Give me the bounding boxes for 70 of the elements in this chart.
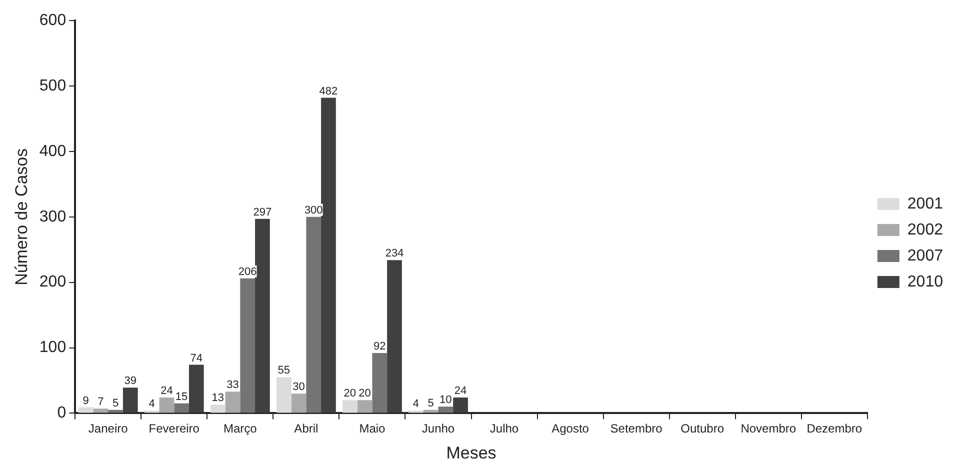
data-label: 4 <box>412 398 420 410</box>
bar <box>321 98 336 413</box>
data-label: 15 <box>175 390 188 403</box>
bar <box>93 408 108 413</box>
data-label: 300 <box>304 204 323 216</box>
bar <box>342 400 358 413</box>
legend-label: 2007 <box>907 247 944 264</box>
y-tick-label: 600 <box>39 12 66 30</box>
data-label: 10 <box>440 394 452 406</box>
bar <box>122 388 138 413</box>
bar <box>159 397 174 413</box>
bar <box>306 216 322 413</box>
data-label: 4 <box>148 398 155 410</box>
data-label: 24 <box>160 385 173 398</box>
x-tick-label: Julho <box>490 422 519 436</box>
x-tick-label: Fevereiro <box>148 422 200 436</box>
bar <box>240 278 256 413</box>
bar <box>372 353 388 413</box>
data-label: 74 <box>190 352 203 364</box>
y-tick-label: 500 <box>39 77 66 94</box>
bar <box>276 377 292 413</box>
data-label: 9 <box>82 394 89 407</box>
bar <box>210 404 226 413</box>
bar <box>78 407 94 413</box>
data-label: 206 <box>238 266 257 278</box>
x-tick-label: Setembro <box>610 422 663 436</box>
data-label: 7 <box>98 396 104 408</box>
y-tick-label: 300 <box>39 208 66 226</box>
x-tick-label: Novembro <box>740 422 796 436</box>
bar <box>438 406 454 413</box>
x-axis-title: Meses <box>446 443 496 462</box>
bar <box>188 364 204 413</box>
y-tick-label: 100 <box>39 339 66 356</box>
y-tick-label: 0 <box>57 404 66 422</box>
data-label: 20 <box>344 388 356 400</box>
x-tick-label: Maio <box>359 422 386 436</box>
data-label: 297 <box>253 206 272 218</box>
bar <box>174 403 189 413</box>
bar <box>108 410 123 413</box>
legend-label: 2001 <box>907 195 944 212</box>
y-tick-label: 400 <box>39 142 66 160</box>
bar <box>255 218 270 413</box>
bar <box>225 392 240 413</box>
data-label: 5 <box>112 397 119 410</box>
bar <box>387 260 402 413</box>
data-label: 92 <box>374 340 386 353</box>
x-tick-label: Junho <box>422 422 455 436</box>
data-label: 482 <box>319 85 338 98</box>
bar <box>357 400 372 413</box>
data-label: 5 <box>428 397 434 410</box>
x-tick-label: Outubro <box>680 422 724 436</box>
y-axis-title: Número de Casos <box>12 148 31 286</box>
data-label: 13 <box>212 392 224 404</box>
data-label: 30 <box>292 381 305 394</box>
legend-label: 2002 <box>907 221 944 238</box>
data-label: 39 <box>124 375 137 388</box>
x-tick-label: Agosto <box>552 422 590 436</box>
x-tick-label: Dezembro <box>806 422 862 436</box>
data-label: 33 <box>226 379 239 392</box>
x-tick-label: Janeiro <box>88 422 128 436</box>
x-tick-label: Abril <box>294 422 318 436</box>
data-label: 55 <box>278 364 290 377</box>
x-tick-label: Março <box>223 422 258 436</box>
y-tick-label: 200 <box>39 274 66 291</box>
legend-label: 2010 <box>907 273 944 290</box>
data-label: 20 <box>358 388 371 400</box>
data-label: 234 <box>385 248 404 260</box>
bar <box>291 394 306 413</box>
data-label: 24 <box>454 385 467 398</box>
bar <box>453 397 468 413</box>
